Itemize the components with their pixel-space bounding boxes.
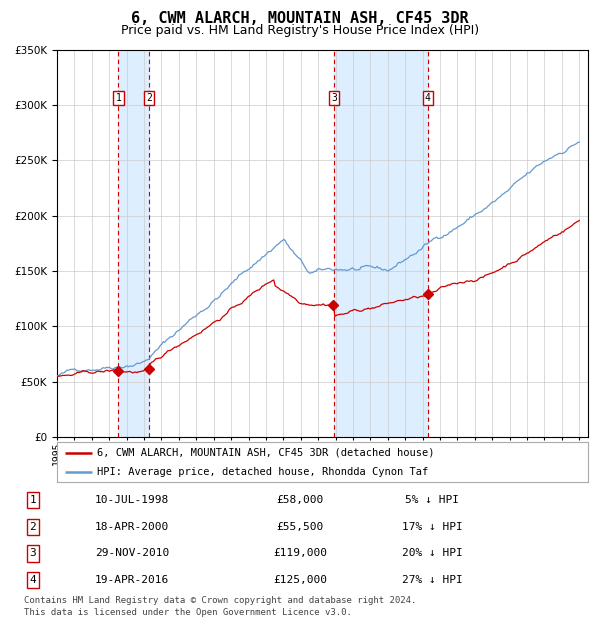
Text: 4: 4 [29,575,37,585]
Text: 3: 3 [29,549,37,559]
Text: 17% ↓ HPI: 17% ↓ HPI [401,522,463,532]
Text: This data is licensed under the Open Government Licence v3.0.: This data is licensed under the Open Gov… [24,608,352,617]
Text: Contains HM Land Registry data © Crown copyright and database right 2024.: Contains HM Land Registry data © Crown c… [24,596,416,606]
Text: HPI: Average price, detached house, Rhondda Cynon Taf: HPI: Average price, detached house, Rhon… [97,467,428,477]
Text: £58,000: £58,000 [277,495,323,505]
Text: Price paid vs. HM Land Registry's House Price Index (HPI): Price paid vs. HM Land Registry's House … [121,24,479,37]
Text: £119,000: £119,000 [273,549,327,559]
Bar [334,50,428,437]
Text: 1: 1 [116,93,121,103]
Text: 2: 2 [29,522,37,532]
Text: 19-APR-2016: 19-APR-2016 [95,575,169,585]
Text: 2: 2 [146,93,152,103]
Text: 10-JUL-1998: 10-JUL-1998 [95,495,169,505]
Text: 18-APR-2000: 18-APR-2000 [95,522,169,532]
Text: 6, CWM ALARCH, MOUNTAIN ASH, CF45 3DR (detached house): 6, CWM ALARCH, MOUNTAIN ASH, CF45 3DR (d… [97,448,434,458]
Text: £125,000: £125,000 [273,575,327,585]
Text: 5% ↓ HPI: 5% ↓ HPI [405,495,459,505]
Text: 27% ↓ HPI: 27% ↓ HPI [401,575,463,585]
Text: 4: 4 [425,93,431,103]
Text: 6, CWM ALARCH, MOUNTAIN ASH, CF45 3DR: 6, CWM ALARCH, MOUNTAIN ASH, CF45 3DR [131,11,469,26]
Text: 29-NOV-2010: 29-NOV-2010 [95,549,169,559]
Text: 3: 3 [331,93,337,103]
Text: 20% ↓ HPI: 20% ↓ HPI [401,549,463,559]
Text: 1: 1 [29,495,37,505]
Bar [118,50,149,437]
Text: £55,500: £55,500 [277,522,323,532]
